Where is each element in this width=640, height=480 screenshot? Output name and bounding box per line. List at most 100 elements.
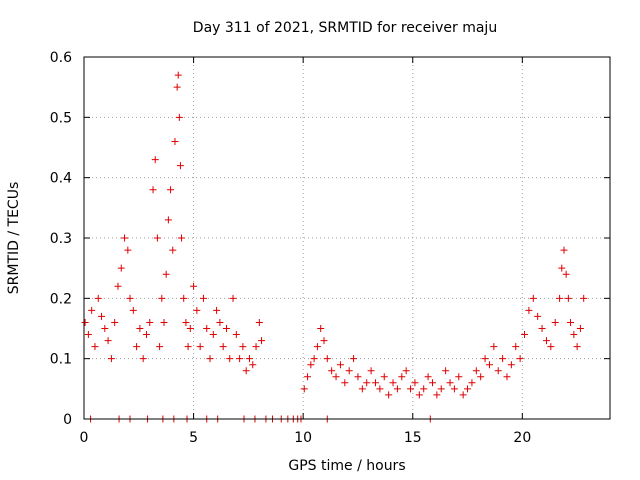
data-point <box>516 355 524 363</box>
y-tick-label: 0.2 <box>50 291 72 307</box>
data-point <box>389 379 397 387</box>
data-point <box>190 282 198 290</box>
data-point <box>525 306 533 314</box>
data-point <box>236 355 244 363</box>
y-tick-label: 0.6 <box>50 50 72 66</box>
data-point <box>328 367 336 375</box>
data-point <box>216 318 224 326</box>
data-point <box>485 361 493 369</box>
data-point <box>551 318 559 326</box>
data-point <box>521 331 529 339</box>
data-point <box>124 246 132 254</box>
data-point <box>129 306 137 314</box>
data-point <box>512 343 520 351</box>
data-point <box>459 391 467 399</box>
data-point <box>477 373 485 381</box>
data-point <box>376 385 384 393</box>
data-point <box>556 294 564 302</box>
data-point <box>213 306 221 314</box>
data-point <box>350 355 358 363</box>
data-point <box>428 379 436 387</box>
data-point <box>245 355 253 363</box>
data-point <box>133 343 141 351</box>
data-point <box>98 312 106 320</box>
data-point <box>446 379 454 387</box>
data-point <box>567 318 575 326</box>
x-tick-label: 20 <box>513 430 531 446</box>
data-point <box>142 331 150 339</box>
data-point <box>310 355 318 363</box>
data-point <box>320 337 328 345</box>
data-point <box>252 343 260 351</box>
data-point <box>226 355 234 363</box>
data-point <box>534 312 542 320</box>
x-tick-label: 0 <box>80 430 89 446</box>
data-point <box>229 294 237 302</box>
data-point <box>149 186 157 194</box>
data-point <box>562 270 570 278</box>
data-point <box>184 343 192 351</box>
data-point <box>171 137 179 145</box>
data-point <box>104 337 112 345</box>
data-point <box>499 355 507 363</box>
data-point <box>206 355 214 363</box>
y-axis-label: SRMTID / TECUs <box>6 182 22 295</box>
data-point <box>529 294 537 302</box>
data-point <box>160 318 168 326</box>
data-point <box>420 385 428 393</box>
data-point <box>393 385 401 393</box>
data-point <box>88 306 96 314</box>
data-point <box>203 325 211 332</box>
y-tick-label: 0.5 <box>50 110 72 126</box>
data-point <box>81 318 89 326</box>
data-point <box>336 361 344 369</box>
data-point <box>323 355 331 363</box>
data-point <box>174 71 182 79</box>
data-point <box>117 264 125 272</box>
data-point <box>411 379 419 387</box>
data-point <box>91 343 99 351</box>
data-point <box>547 343 555 351</box>
data-point <box>576 325 584 332</box>
data-point <box>232 331 240 339</box>
data-point <box>304 373 312 381</box>
data-point <box>258 337 266 345</box>
plot-frame <box>83 56 611 420</box>
data-point <box>242 367 250 375</box>
data-point <box>239 343 247 351</box>
x-tick-label: 10 <box>294 430 312 446</box>
data-point <box>354 373 362 381</box>
x-axis-label: GPS time / hours <box>288 458 405 474</box>
data-point <box>472 367 480 375</box>
data-point <box>84 331 92 339</box>
data-point <box>94 294 102 302</box>
data-point <box>222 325 230 332</box>
data-point <box>175 113 183 121</box>
data-point <box>114 282 122 290</box>
data-point <box>507 361 515 369</box>
data-point <box>442 367 450 375</box>
data-point <box>437 385 445 393</box>
data-point <box>153 234 161 242</box>
points-layer <box>81 71 588 423</box>
data-point <box>219 343 227 351</box>
data-point <box>101 325 109 332</box>
data-point <box>450 385 458 393</box>
data-point <box>538 325 546 332</box>
data-point <box>573 343 581 351</box>
data-point <box>313 343 321 351</box>
data-point <box>398 373 406 381</box>
data-point <box>167 186 175 194</box>
data-point <box>249 361 257 369</box>
data-point <box>490 343 498 351</box>
chart-title: Day 311 of 2021, SRMTID for receiver maj… <box>193 20 497 36</box>
data-point <box>186 325 194 332</box>
data-point <box>176 162 184 170</box>
data-point <box>494 367 502 375</box>
data-point <box>193 306 201 314</box>
data-point <box>468 379 476 387</box>
data-point <box>481 355 489 363</box>
data-point <box>209 331 217 339</box>
data-point <box>178 234 186 242</box>
